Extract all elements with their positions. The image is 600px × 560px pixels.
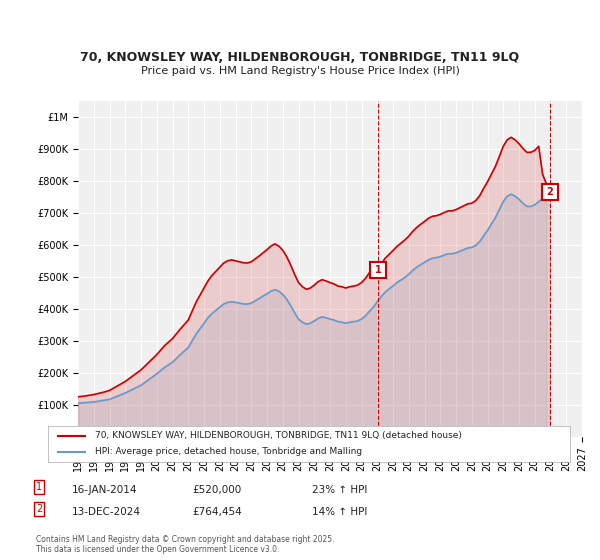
Text: Price paid vs. HM Land Registry's House Price Index (HPI): Price paid vs. HM Land Registry's House …: [140, 66, 460, 76]
Text: 16-JAN-2014: 16-JAN-2014: [72, 485, 137, 495]
Text: HPI: Average price, detached house, Tonbridge and Malling: HPI: Average price, detached house, Tonb…: [95, 447, 362, 456]
Text: Contains HM Land Registry data © Crown copyright and database right 2025.
This d: Contains HM Land Registry data © Crown c…: [36, 535, 335, 554]
Text: 1: 1: [374, 265, 381, 276]
Text: 13-DEC-2024: 13-DEC-2024: [72, 507, 141, 517]
Text: 70, KNOWSLEY WAY, HILDENBOROUGH, TONBRIDGE, TN11 9LQ: 70, KNOWSLEY WAY, HILDENBOROUGH, TONBRID…: [80, 52, 520, 64]
Text: £764,454: £764,454: [192, 507, 242, 517]
Text: 23% ↑ HPI: 23% ↑ HPI: [312, 485, 367, 495]
Text: 2: 2: [36, 505, 42, 515]
Text: 14% ↑ HPI: 14% ↑ HPI: [312, 507, 367, 517]
Text: £520,000: £520,000: [192, 485, 241, 495]
Text: 1: 1: [36, 482, 42, 492]
Text: 70, KNOWSLEY WAY, HILDENBOROUGH, TONBRIDGE, TN11 9LQ (detached house): 70, KNOWSLEY WAY, HILDENBOROUGH, TONBRID…: [95, 431, 462, 440]
Text: 2: 2: [547, 187, 553, 197]
